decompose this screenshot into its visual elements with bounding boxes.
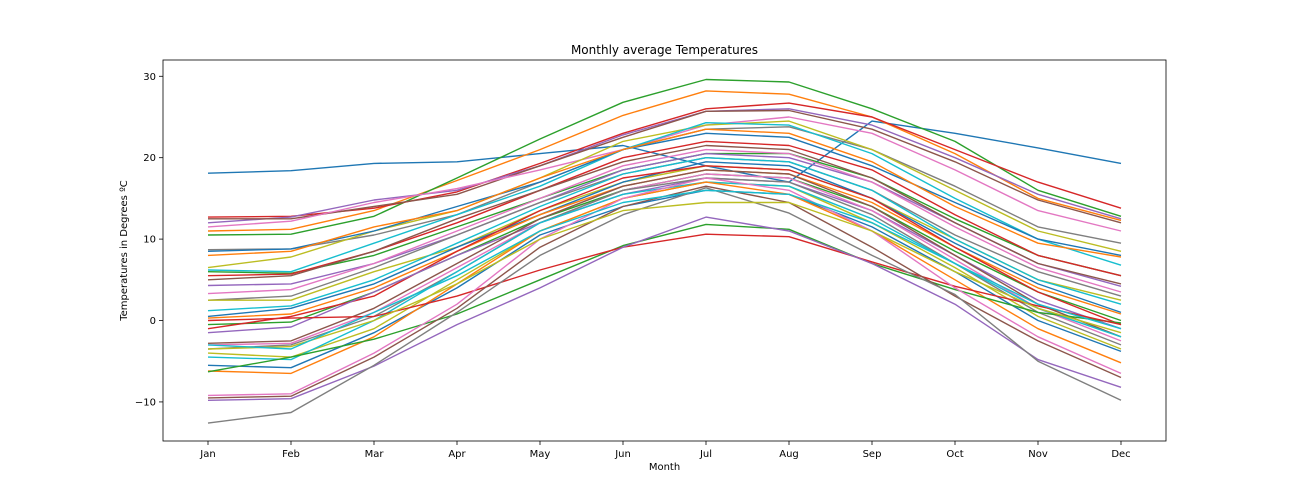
y-ticks: −10 0 10 20 30 [135, 72, 163, 408]
chart-title: Monthly average Temperatures [571, 43, 758, 57]
series-line-34 [207, 233, 1122, 326]
series-line-37 [207, 177, 1122, 397]
x-tick-label: Dec [1111, 449, 1130, 460]
y-tick-label: 20 [143, 153, 156, 164]
series-line-39 [207, 201, 1122, 350]
x-tick-label: Apr [448, 449, 466, 460]
x-tick-label: Nov [1028, 449, 1048, 460]
x-tick-label: Feb [282, 449, 300, 460]
series-line-6 [208, 109, 1122, 224]
series-layer [207, 78, 1122, 424]
y-tick-label: 30 [143, 72, 156, 83]
series-line-10 [207, 121, 1122, 273]
series-line-40 [207, 189, 1122, 350]
series-line-17 [207, 148, 1122, 295]
x-tick-label: Oct [946, 449, 963, 460]
series-line-31 [207, 189, 1122, 369]
x-tick-label: Jan [199, 449, 215, 460]
series-line-9 [207, 120, 1122, 269]
x-tick-label: Sep [863, 449, 882, 460]
series-line-38 [207, 187, 1122, 424]
x-ticks: Jan Feb Mar Apr May Jun Jul Aug Sep Oct Nov Dec [199, 441, 1131, 460]
series-line-3 [207, 78, 1122, 236]
series-line-24 [207, 165, 1122, 330]
series-line-4 [207, 102, 1122, 218]
series-line-32 [207, 181, 1122, 375]
series-line-16 [207, 144, 1122, 285]
series-line-20 [207, 156, 1122, 312]
series-line-1 [207, 120, 1122, 183]
series-line-27 [207, 173, 1122, 346]
series-line-7 [207, 116, 1122, 232]
y-tick-label: −10 [135, 397, 156, 408]
series-line-33 [207, 223, 1122, 373]
x-tick-label: Aug [779, 449, 799, 460]
y-tick-label: 0 [150, 316, 156, 327]
plot-frame [162, 59, 1167, 442]
series-line-35 [207, 216, 1122, 401]
series-line-11 [207, 132, 1122, 257]
x-axis-label: Month [649, 462, 680, 473]
series-line-2 [207, 90, 1122, 232]
x-tick-label: Mar [365, 449, 385, 460]
series-line-26 [207, 169, 1122, 344]
x-tick-label: Jul [699, 449, 712, 460]
series-line-12 [207, 128, 1122, 258]
y-tick-label: 10 [143, 235, 156, 246]
series-line-5 [207, 108, 1122, 224]
y-axis-label: Temperatures in Degrees ºC [119, 180, 130, 322]
x-tick-label: Jun [614, 449, 631, 460]
x-tick-label: May [530, 449, 551, 460]
